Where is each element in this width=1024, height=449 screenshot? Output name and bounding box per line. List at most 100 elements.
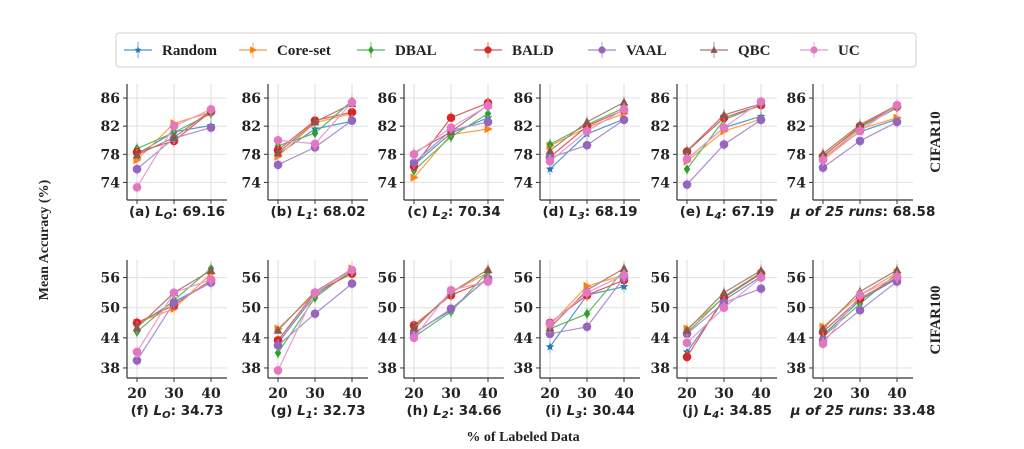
caption-subscript: 1 xyxy=(306,410,313,421)
legend-label: QBC xyxy=(738,43,771,59)
data-point xyxy=(582,322,592,332)
caption-value: : 34.73 xyxy=(171,403,224,419)
panel-cifar10-5: 74 78 82 86 (e) L4: 67.19 xyxy=(651,84,777,222)
caption-prefix: (i) xyxy=(545,403,567,419)
data-point xyxy=(409,158,419,168)
y-tick-label: 50 xyxy=(378,301,398,317)
data-point xyxy=(132,347,142,357)
data-point xyxy=(483,101,493,111)
data-point xyxy=(132,150,142,159)
data-point xyxy=(545,319,555,329)
x-tick-label: 30 xyxy=(577,386,597,402)
caption-subscript: O xyxy=(162,410,171,421)
y-tick-label: 44 xyxy=(514,331,534,347)
data-point xyxy=(855,120,865,129)
data-point xyxy=(169,288,179,297)
y-tick-label: 44 xyxy=(651,331,671,347)
panel-caption: (f) LO: 34.73 xyxy=(131,403,224,421)
data-point xyxy=(855,126,865,136)
x-tick-label: 40 xyxy=(201,386,221,402)
data-point xyxy=(756,273,766,282)
panel-cifar10-4: 74 78 82 86 (d) L3: 68.19 xyxy=(514,84,640,222)
data-point xyxy=(582,140,592,150)
data-point xyxy=(484,124,493,134)
data-point xyxy=(719,123,729,132)
caption-subscript: 2 xyxy=(441,211,448,222)
series-uc xyxy=(273,264,357,377)
legend-marker-icon xyxy=(134,46,142,54)
y-tick-label: 78 xyxy=(651,147,670,163)
series-uc xyxy=(818,99,902,166)
data-point xyxy=(132,183,142,192)
y-tick-label: 86 xyxy=(101,91,120,107)
caption-subscript: O xyxy=(164,211,173,222)
data-point xyxy=(682,325,692,334)
data-point xyxy=(619,115,629,125)
y-tick-label: 56 xyxy=(101,271,120,287)
data-point xyxy=(206,123,216,132)
panel-caption: (a) LO: 69.16 xyxy=(129,204,225,222)
data-point xyxy=(619,105,629,114)
legend-entry-core-set: Core-set xyxy=(239,42,331,59)
caption-value: : 32.73 xyxy=(313,403,366,419)
data-point xyxy=(409,323,419,332)
data-point xyxy=(619,263,629,272)
data-point xyxy=(132,323,142,332)
caption-prefix: (b) xyxy=(270,204,297,220)
y-tick-label: 86 xyxy=(242,91,261,107)
panel-caption: (h) L2: 34.66 xyxy=(406,403,501,421)
y-tick-label: 82 xyxy=(101,119,120,135)
data-point xyxy=(347,265,357,275)
panel-caption: μ of 25 runs: 33.48 xyxy=(790,403,936,419)
data-point xyxy=(682,180,692,189)
y-tick-label: 74 xyxy=(651,175,671,191)
caption-variable: L xyxy=(704,403,713,419)
caption-subscript: 2 xyxy=(442,410,449,421)
legend-entry-uc: UC xyxy=(800,42,860,59)
y-tick-label: 74 xyxy=(101,175,121,191)
legend-marker-icon xyxy=(368,45,374,55)
caption-value: : 69.16 xyxy=(172,204,225,220)
y-tick-label: 74 xyxy=(514,175,534,191)
series-vaal xyxy=(682,113,766,191)
y-tick-label: 50 xyxy=(242,301,262,317)
series-vaal xyxy=(132,276,216,367)
caption-variable: L xyxy=(153,403,162,419)
caption-prefix: (j) xyxy=(682,403,704,419)
caption-prefix: (e) xyxy=(680,204,706,220)
y-tick-label: 44 xyxy=(101,331,121,347)
data-point xyxy=(273,135,283,145)
y-tick-label: 50 xyxy=(101,301,121,317)
legend-label: BALD xyxy=(512,43,554,59)
x-tick-label: 20 xyxy=(404,386,424,402)
panel-caption: (e) L4: 67.19 xyxy=(680,204,775,222)
data-point xyxy=(310,139,320,149)
series-uc xyxy=(409,275,493,344)
y-tick-label: 78 xyxy=(378,147,397,163)
data-point xyxy=(206,105,216,114)
panel-cifar10-3: 74 78 82 86 (c) L2: 70.34 xyxy=(378,84,504,222)
series-qbc xyxy=(818,99,902,160)
caption-prefix: μ of 25 runs xyxy=(790,403,883,419)
data-point xyxy=(206,275,216,284)
series-vaal xyxy=(818,115,902,174)
caption-prefix: (d) xyxy=(542,204,569,220)
data-point xyxy=(756,97,766,106)
caption-variable: L xyxy=(432,204,441,220)
data-point xyxy=(855,305,865,315)
series-uc xyxy=(545,103,629,168)
y-tick-label: 50 xyxy=(787,301,807,317)
x-tick-label: 20 xyxy=(677,386,697,402)
y-tick-label: 50 xyxy=(514,301,534,317)
y-tick-label: 56 xyxy=(787,271,806,287)
data-point xyxy=(546,139,554,150)
caption-prefix: (c) xyxy=(407,204,432,220)
data-point xyxy=(132,356,142,365)
panel-cifar10-1: 74 78 82 86 (a) LO: 69.16 xyxy=(101,84,227,222)
caption-value: : 68.58 xyxy=(883,204,936,220)
data-point xyxy=(311,128,319,139)
data-point xyxy=(545,164,555,173)
legend-label: Random xyxy=(162,43,218,59)
data-point xyxy=(892,265,902,274)
panel-caption: (j) L4: 34.85 xyxy=(682,403,772,421)
